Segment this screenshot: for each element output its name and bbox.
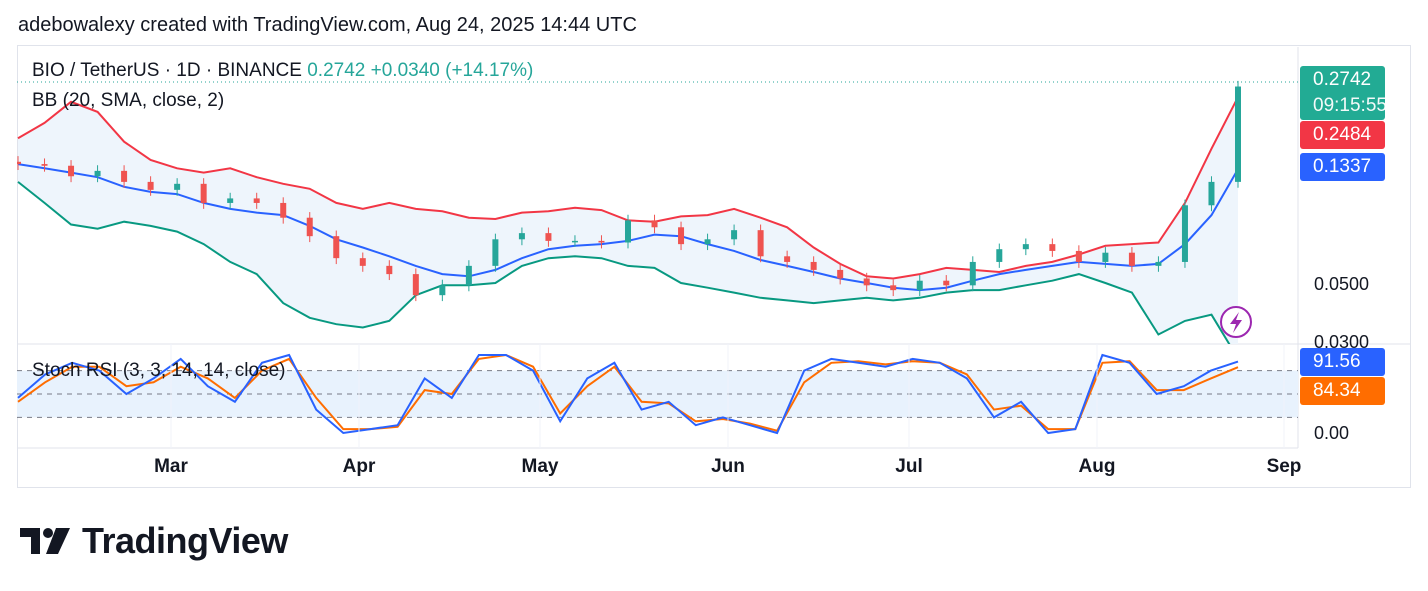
candle-up [916, 280, 923, 291]
candle-up [518, 233, 525, 240]
candle-up [731, 230, 738, 240]
candle-down [280, 202, 287, 218]
candle-up [1022, 244, 1029, 250]
stoch-k-line [17, 353, 1239, 435]
bb-legend[interactable]: BB (20, SMA, close, 2) [32, 90, 225, 111]
month-label-may: May [522, 456, 559, 477]
candle-down [41, 164, 48, 166]
brand-name: TradingView [82, 520, 288, 561]
stoch-d-tag: 84.34 [1300, 377, 1385, 405]
candle-down [598, 240, 605, 243]
countdown-timer: 09:15:55 [1313, 95, 1387, 116]
candle-down [333, 236, 340, 259]
candle-down [412, 274, 419, 296]
tradingview-logo-icon [20, 528, 70, 554]
candle-down [863, 278, 870, 286]
candle-down [200, 183, 207, 203]
candle-up [1102, 252, 1109, 262]
tradingview-logo[interactable]: TradingView [20, 520, 288, 562]
candle-up [969, 261, 976, 286]
month-label-apr: Apr [343, 456, 376, 477]
chart-attribution: adebowalexy created with TradingView.com… [18, 14, 637, 36]
candle-down [17, 161, 21, 165]
candle-up [1155, 261, 1162, 266]
month-label-jul: Jul [895, 456, 922, 477]
candle-down [1075, 250, 1082, 262]
bb-basis-tag: 0.1337 [1300, 153, 1385, 181]
candle-up [174, 183, 181, 190]
candle-down [678, 227, 685, 245]
stoch-tick-0: 0.00 [1314, 423, 1349, 443]
candle-down [890, 285, 897, 291]
candle-up [1235, 86, 1241, 182]
candle-down [147, 181, 154, 190]
symbol-legend[interactable]: BIO / TetherUS · 1D · BINANCE 0.2742 +0.… [32, 60, 533, 82]
candle-up [439, 285, 446, 296]
symbol-title: BIO / TetherUS · 1D · BINANCE [32, 60, 302, 81]
month-label-jun: Jun [711, 456, 745, 477]
candle-down [359, 258, 366, 266]
candle-up [94, 170, 101, 177]
candle-up [465, 265, 472, 286]
candle-down [121, 170, 128, 182]
candle-up [492, 239, 499, 266]
legend-change: +0.0340 (+14.17%) [370, 60, 534, 81]
candle-down [784, 256, 791, 262]
legend-price: 0.2742 [307, 60, 366, 81]
candle-down [386, 265, 393, 275]
candle-down [837, 269, 844, 279]
candle-down [1049, 244, 1056, 251]
candle-down [810, 261, 817, 270]
candle-down [943, 280, 950, 286]
price-tag: 0.2742 09:15:55 [1300, 66, 1387, 120]
price-tag-value: 0.2742 [1313, 69, 1372, 90]
candle-up [1208, 181, 1215, 206]
candle-down [253, 198, 260, 203]
month-label-sep: Sep [1267, 456, 1302, 477]
stoch-k-tag: 91.56 [1300, 348, 1385, 376]
price-tick-0050: 0.0500 [1314, 274, 1369, 294]
candle-up [996, 249, 1003, 262]
price-tick-0030: 0.0300 [1314, 332, 1369, 352]
month-label-aug: Aug [1079, 456, 1116, 477]
stoch-legend[interactable]: Stoch RSI (3, 3, 14, 14, close) [32, 360, 286, 381]
candle-down [68, 165, 75, 177]
candle-up [625, 220, 631, 243]
main-pane [17, 80, 1241, 344]
candle-down [651, 220, 658, 228]
candle-up [227, 198, 234, 203]
candle-up [1181, 205, 1188, 262]
candle-up [704, 239, 711, 245]
bb-upper-tag: 0.2484 [1300, 121, 1385, 149]
candle-down [545, 233, 552, 241]
bb-lower-line [17, 181, 1231, 344]
candle-down [306, 217, 313, 237]
candle-down [1128, 252, 1135, 266]
chart-frame[interactable] [17, 45, 1411, 488]
bolt-glyph [1230, 312, 1242, 333]
candle-up [571, 240, 578, 243]
month-label-mar: Mar [154, 456, 188, 477]
candle-down [757, 230, 764, 257]
